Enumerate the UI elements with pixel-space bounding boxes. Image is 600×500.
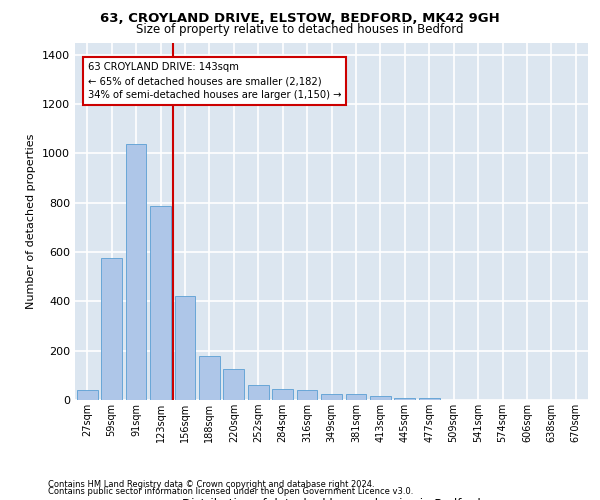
- X-axis label: Distribution of detached houses by size in Bedford: Distribution of detached houses by size …: [182, 498, 481, 500]
- Text: Size of property relative to detached houses in Bedford: Size of property relative to detached ho…: [136, 22, 464, 36]
- Text: 63 CROYLAND DRIVE: 143sqm
← 65% of detached houses are smaller (2,182)
34% of se: 63 CROYLAND DRIVE: 143sqm ← 65% of detac…: [88, 62, 341, 100]
- Text: 63, CROYLAND DRIVE, ELSTOW, BEDFORD, MK42 9GH: 63, CROYLAND DRIVE, ELSTOW, BEDFORD, MK4…: [100, 12, 500, 26]
- Text: Contains HM Land Registry data © Crown copyright and database right 2024.: Contains HM Land Registry data © Crown c…: [48, 480, 374, 489]
- Bar: [346, 394, 367, 400]
- Bar: [175, 296, 196, 400]
- Bar: [419, 398, 440, 400]
- Text: Contains public sector information licensed under the Open Government Licence v3: Contains public sector information licen…: [48, 487, 413, 496]
- Y-axis label: Number of detached properties: Number of detached properties: [26, 134, 37, 309]
- Bar: [101, 258, 122, 400]
- Bar: [223, 369, 244, 400]
- Bar: [370, 396, 391, 400]
- Bar: [77, 390, 98, 400]
- Bar: [272, 389, 293, 400]
- Bar: [248, 385, 269, 400]
- Bar: [321, 394, 342, 400]
- Bar: [296, 390, 317, 400]
- Bar: [199, 356, 220, 400]
- Bar: [150, 206, 171, 400]
- Bar: [394, 398, 415, 400]
- Bar: [125, 144, 146, 400]
